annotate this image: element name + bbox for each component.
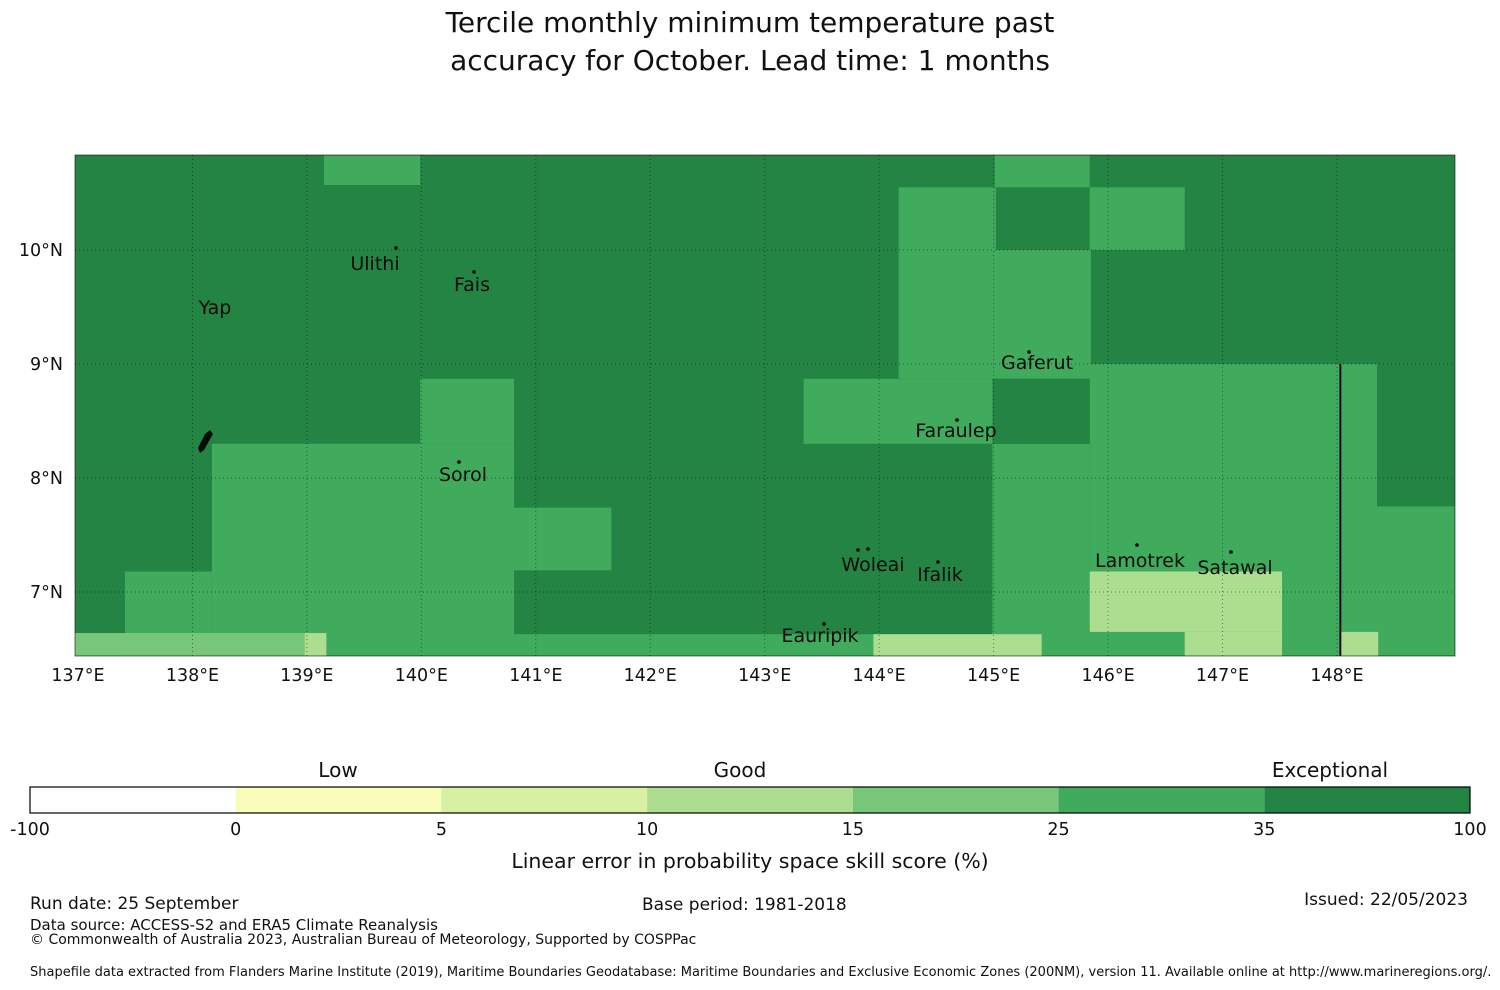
ifalik-island-dot (936, 560, 940, 564)
map-cell (898, 250, 1091, 379)
woleai-island-dot (856, 548, 860, 552)
y-tick-label: 9°N (30, 355, 63, 375)
map-cell (324, 155, 421, 186)
map-cell (992, 378, 1090, 444)
colorbar-segment (235, 787, 442, 813)
x-tick-label: 139°E (280, 666, 333, 686)
colorbar-segment (647, 787, 853, 813)
map-cell (1041, 631, 1185, 656)
map-cell (211, 443, 515, 656)
island-label-fais: Fais (454, 274, 490, 296)
colorbar-segment (441, 787, 648, 813)
x-tick-label: 140°E (395, 666, 448, 686)
map-cell (1282, 631, 1341, 656)
island-label-satawal: Satawal (1197, 557, 1272, 579)
colorbar-tick-label: 25 (1047, 820, 1069, 840)
issued-text: Issued: 22/05/2023 (1304, 890, 1468, 910)
colorbar-frame (29, 786, 1471, 814)
map-cell (803, 378, 993, 444)
x-tick-label: 137°E (51, 666, 104, 686)
y-tick-label: 8°N (30, 469, 63, 489)
y-tick-label: 10°N (19, 241, 63, 261)
island-label-lamotrek: Lamotrek (1095, 550, 1185, 572)
lamotrek-island-dot (1135, 543, 1139, 547)
shapefile-text: Shapefile data extracted from Flanders M… (30, 965, 1492, 980)
island-label-faraulep: Faraulep (915, 420, 996, 442)
base-period-text: Base period: 1981-2018 (642, 895, 847, 915)
eauripik-island-dot (822, 622, 826, 626)
chart-title: Tercile monthly minimum temperature past… (0, 4, 1500, 80)
chart-title-line2: accuracy for October. Lead time: 1 month… (450, 44, 1050, 77)
data-source-text: Data source: ACCESS-S2 and ERA5 Climate … (30, 916, 438, 934)
x-tick-label: 141°E (509, 666, 562, 686)
x-tick-label: 144°E (853, 666, 906, 686)
gaferut-island-dot (1027, 350, 1031, 354)
x-tick-label: 148°E (1310, 666, 1363, 686)
sorol-island-dot (457, 460, 461, 464)
map-cell (992, 443, 1090, 656)
colorbar-segment (30, 787, 236, 813)
island-label-ifalik: Ifalik (917, 564, 963, 586)
woleai-island-dot (866, 547, 870, 551)
satawal-island-dot (1229, 550, 1233, 554)
island-label-sorol: Sorol (439, 464, 487, 486)
colorbar-tick-label: 35 (1253, 820, 1275, 840)
x-tick-label: 147°E (1196, 666, 1249, 686)
colorbar-segment (1058, 787, 1265, 813)
map-cell (304, 633, 327, 656)
colorbar-tick-label: 10 (636, 820, 658, 840)
map-frame (74, 154, 1456, 657)
x-tick-label: 146°E (1081, 666, 1134, 686)
x-tick-label: 143°E (738, 666, 791, 686)
map-cell (898, 187, 996, 250)
chart-title-line1: Tercile monthly minimum temperature past (445, 6, 1055, 39)
y-tick-label: 7°N (30, 583, 63, 603)
island-label-gaferut: Gaferut (1001, 352, 1073, 374)
colorbar-segment (852, 787, 1059, 813)
island-label-yap: Yap (198, 297, 232, 319)
island-label-eauripik: Eauripik (781, 625, 858, 647)
x-tick-label: 142°E (624, 666, 677, 686)
colorbar-tick-label: 100 (1453, 820, 1486, 840)
colorbar-axis-label: Linear error in probability space skill … (511, 849, 988, 873)
map-cell (1184, 631, 1283, 656)
colorbar-category-label: Good (714, 758, 767, 782)
colorbar-segment (1264, 787, 1470, 813)
map-cell (1340, 631, 1379, 656)
map-cell (514, 634, 875, 656)
colorbar-tick-label: -100 (10, 820, 50, 840)
yap-island-shape (198, 430, 213, 453)
run-date-text: Run date: 25 September (30, 894, 239, 914)
colorbar-tick-label: 0 (230, 820, 241, 840)
x-tick-label: 138°E (166, 666, 219, 686)
faraulep-island-dot (955, 418, 959, 422)
colorbar-category-label: Low (318, 758, 357, 782)
map-cell (873, 634, 1042, 656)
fais-island-dot (472, 270, 476, 274)
x-tick-label: 145°E (967, 666, 1020, 686)
map-cell (1089, 571, 1283, 632)
colorbar-tick-label: 15 (842, 820, 864, 840)
island-label-ulithi: Ulithi (350, 253, 399, 275)
ulithi-island-dot (394, 246, 398, 250)
island-label-woleai: Woleai (841, 554, 904, 576)
map-cell (994, 155, 1090, 188)
map-cell (1377, 506, 1455, 656)
map-cell (75, 633, 305, 656)
colorbar-category-label: Exceptional (1272, 758, 1388, 782)
copyright-text: © Commonwealth of Australia 2023, Austra… (30, 932, 697, 948)
map-cell (514, 507, 612, 571)
colorbar-tick-label: 5 (436, 820, 447, 840)
map-cell (420, 378, 515, 444)
map-cell (1089, 187, 1185, 250)
